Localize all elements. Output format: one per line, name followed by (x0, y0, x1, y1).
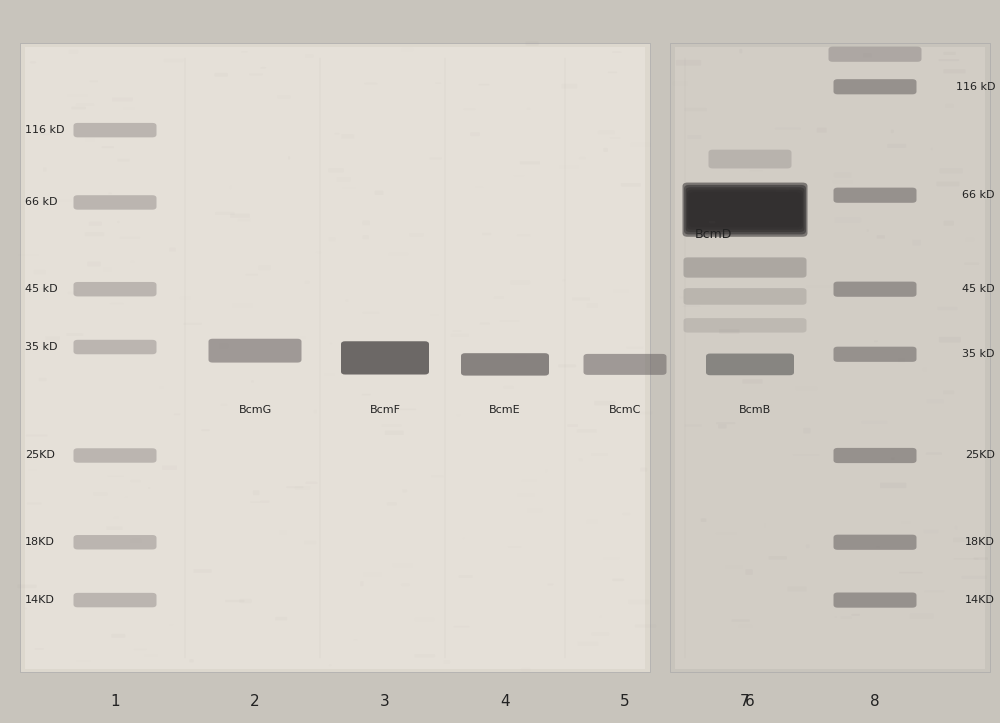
Text: BcmG: BcmG (238, 405, 272, 415)
Text: 35 kD: 35 kD (962, 349, 995, 359)
FancyBboxPatch shape (74, 123, 156, 137)
Text: 4: 4 (500, 694, 510, 709)
FancyBboxPatch shape (74, 535, 156, 549)
FancyBboxPatch shape (692, 197, 798, 223)
FancyBboxPatch shape (461, 354, 549, 376)
Text: 14KD: 14KD (25, 595, 55, 605)
Text: 2: 2 (250, 694, 260, 709)
Text: 3: 3 (380, 694, 390, 709)
Text: 25KD: 25KD (965, 450, 995, 461)
Text: 14KD: 14KD (965, 595, 995, 605)
Text: BcmC: BcmC (609, 405, 641, 415)
Bar (25, 47, 645, 669)
FancyBboxPatch shape (74, 448, 156, 463)
FancyBboxPatch shape (834, 346, 916, 362)
FancyBboxPatch shape (690, 194, 800, 225)
FancyBboxPatch shape (684, 185, 806, 234)
FancyBboxPatch shape (74, 593, 156, 607)
Text: 45 kD: 45 kD (25, 284, 58, 294)
Text: 35 kD: 35 kD (25, 342, 58, 352)
FancyBboxPatch shape (584, 354, 666, 375)
FancyBboxPatch shape (686, 187, 804, 232)
Bar (675, 47, 985, 669)
FancyBboxPatch shape (684, 257, 806, 278)
FancyBboxPatch shape (682, 182, 808, 237)
Text: 1: 1 (110, 694, 120, 709)
FancyBboxPatch shape (828, 46, 922, 61)
FancyBboxPatch shape (74, 195, 156, 210)
FancyBboxPatch shape (693, 199, 797, 221)
FancyBboxPatch shape (834, 593, 916, 607)
Text: 25KD: 25KD (25, 450, 55, 461)
FancyBboxPatch shape (834, 535, 916, 549)
FancyBboxPatch shape (834, 448, 916, 463)
FancyBboxPatch shape (708, 150, 792, 168)
Text: 66 kD: 66 kD (962, 190, 995, 200)
Text: 18KD: 18KD (25, 537, 55, 547)
FancyBboxPatch shape (706, 354, 794, 375)
Text: 45 kD: 45 kD (962, 284, 995, 294)
FancyBboxPatch shape (714, 187, 786, 202)
FancyBboxPatch shape (834, 187, 916, 202)
Text: 6: 6 (745, 694, 755, 709)
Text: 116 kD: 116 kD (956, 82, 995, 92)
Text: 8: 8 (870, 694, 880, 709)
Text: 7: 7 (740, 694, 750, 709)
Text: 66 kD: 66 kD (25, 197, 58, 208)
Bar (20, 43, 650, 672)
Text: BcmF: BcmF (370, 405, 400, 415)
FancyBboxPatch shape (688, 192, 802, 227)
FancyBboxPatch shape (74, 282, 156, 296)
Text: BcmE: BcmE (489, 405, 521, 415)
Text: 18KD: 18KD (965, 537, 995, 547)
Text: 116 kD: 116 kD (25, 125, 64, 135)
Bar (670, 43, 990, 672)
Text: BcmB: BcmB (739, 405, 771, 415)
FancyBboxPatch shape (834, 281, 916, 296)
FancyBboxPatch shape (341, 341, 429, 375)
FancyBboxPatch shape (208, 338, 302, 362)
FancyBboxPatch shape (687, 189, 803, 230)
Text: BcmD: BcmD (695, 228, 732, 241)
Text: 5: 5 (620, 694, 630, 709)
FancyBboxPatch shape (834, 79, 916, 94)
FancyBboxPatch shape (684, 288, 806, 305)
FancyBboxPatch shape (74, 340, 156, 354)
FancyBboxPatch shape (684, 318, 806, 333)
